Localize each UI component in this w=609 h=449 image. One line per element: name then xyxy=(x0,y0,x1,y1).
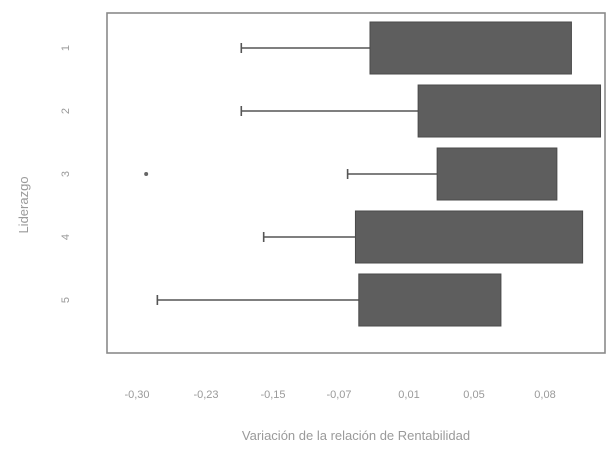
box-group-3 xyxy=(144,147,558,201)
box-4 xyxy=(354,210,584,264)
x-axis-title: Variación de la relación de Rentabilidad xyxy=(242,428,470,443)
x-tick-label: -0,30 xyxy=(124,389,149,401)
box-group-5 xyxy=(156,273,502,327)
x-tick-labels: -0,30 -0,23 -0,15 -0,07 0,01 0,05 0,08 xyxy=(124,389,555,401)
box-group-2 xyxy=(240,84,602,138)
x-tick-label: -0,15 xyxy=(260,389,285,401)
y-tick-label-4: 4 xyxy=(60,234,72,240)
box-1 xyxy=(369,21,572,75)
y-axis-title: Liderazgo xyxy=(16,176,31,233)
x-tick-label: -0,07 xyxy=(326,389,351,401)
x-tick-label: 0,01 xyxy=(398,389,419,401)
box-5 xyxy=(358,273,502,327)
box-group-4 xyxy=(262,210,584,264)
y-tick-labels: 1 2 3 4 5 xyxy=(60,45,72,303)
x-tick-label: -0,23 xyxy=(193,389,218,401)
y-tick-label-5: 5 xyxy=(60,297,72,303)
outlier-3-0 xyxy=(144,172,149,176)
x-tick-label: 0,08 xyxy=(534,389,555,401)
boxes-layer xyxy=(144,21,602,327)
box-group-1 xyxy=(240,21,572,75)
x-tick-label: 0,05 xyxy=(463,389,484,401)
box-2 xyxy=(417,84,602,138)
y-tick-label-3: 3 xyxy=(60,171,72,177)
box-3 xyxy=(436,147,558,201)
y-tick-label-1: 1 xyxy=(60,45,72,51)
y-tick-label-2: 2 xyxy=(60,108,72,114)
